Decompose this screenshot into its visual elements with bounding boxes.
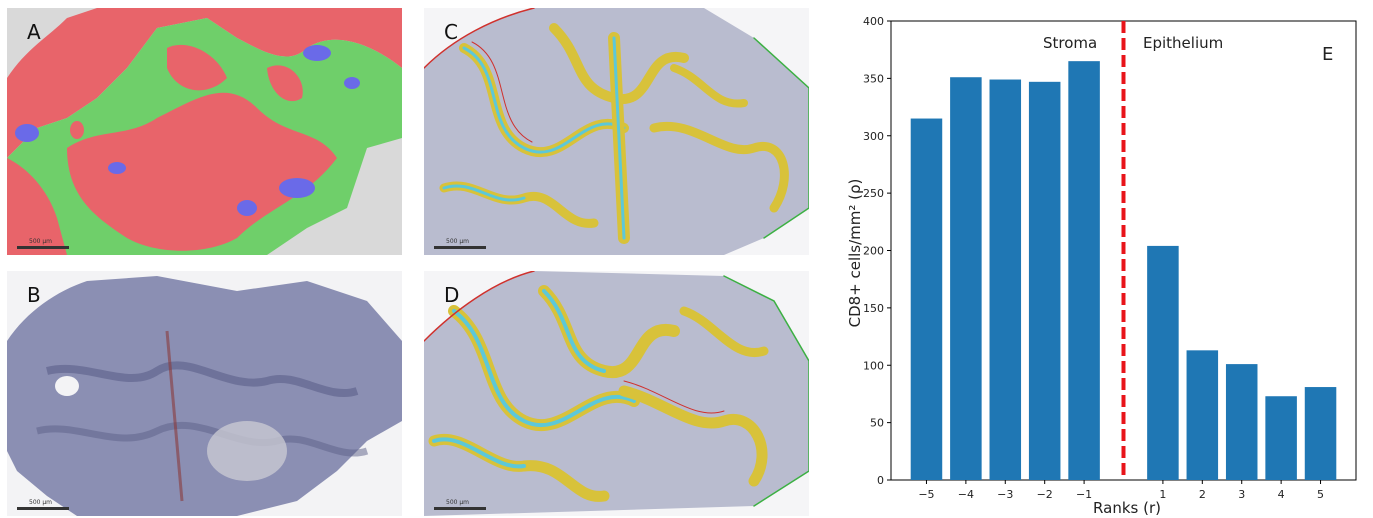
panel-d-scale-text: 500 µm: [446, 499, 470, 506]
panel-c-scale-text: 500 µm: [446, 238, 470, 245]
bar-rank--1: [1068, 61, 1100, 480]
y-tick-label: 350: [863, 72, 884, 85]
x-tick-label: −1: [1076, 488, 1092, 501]
y-tick-label: 300: [863, 130, 884, 143]
bar-rank-5: [1304, 387, 1337, 480]
rank-map-alt-image: [424, 271, 809, 516]
bar-rank-2: [1186, 350, 1219, 480]
bar-rank-1: [1147, 245, 1179, 480]
y-tick-label: 50: [870, 417, 884, 430]
x-tick-label: 1: [1159, 488, 1166, 501]
bar-rank--2: [1028, 81, 1061, 480]
panel-a-scale-text: 500 µm: [29, 238, 53, 245]
panel-b-scale-bar: [17, 507, 69, 510]
x-tick-label: −3: [997, 488, 1013, 501]
x-tick-label: 4: [1278, 488, 1285, 501]
x-tick-label: 5: [1317, 488, 1324, 501]
panel-d-rank-map: D 500 µm: [424, 271, 809, 516]
y-tick-labels: 0 50 100 150 200 250 300 350 400: [863, 15, 891, 487]
bar-rank--3: [989, 79, 1022, 481]
bar-rank--4: [950, 77, 982, 480]
x-tick-labels: −5 −4 −3 −2 −1 1 2 3 4 5: [918, 480, 1324, 501]
bar-rank-3: [1225, 364, 1258, 480]
stained-tissue-image: [7, 271, 402, 516]
panel-c-scale-bar: [434, 246, 486, 249]
panel-a-segmentation: A 500 µm: [7, 8, 402, 255]
panel-c-rank-map: C 500 µm: [424, 8, 809, 255]
y-tick-label: 100: [863, 359, 884, 372]
x-tick-label: −2: [1037, 488, 1053, 501]
panel-b-label: B: [27, 283, 41, 307]
bar-rank--5: [910, 118, 943, 480]
x-tick-label: −4: [958, 488, 974, 501]
panel-c-label: C: [444, 20, 458, 44]
x-tick-label: 2: [1199, 488, 1206, 501]
x-tick-label: −5: [918, 488, 934, 501]
panel-a-label: A: [27, 20, 41, 44]
rank-map-image: [424, 8, 809, 255]
y-tick-label: 250: [863, 187, 884, 200]
bar-rank-4: [1265, 396, 1297, 480]
panel-d-label: D: [444, 283, 460, 307]
x-tick-label: 3: [1238, 488, 1245, 501]
y-tick-label: 200: [863, 245, 884, 258]
cd8-density-bar-chart: −5 −4 −3 −2 −1 1 2 3 4 5 0 50 100 150 200 250 300 350 400…: [846, 15, 1357, 517]
y-tick-label: 0: [877, 474, 884, 487]
y-tick-label: 400: [863, 15, 884, 28]
x-axis-label: Ranks (r): [1093, 499, 1161, 517]
panel-e-label: E: [1322, 44, 1333, 65]
chart-bars: [910, 61, 1337, 481]
y-axis-label: CD8+ cells/mm² (ρ): [846, 179, 864, 328]
stroma-annotation: Stroma: [1043, 34, 1097, 52]
panel-d-scale-bar: [434, 507, 486, 510]
panel-b-scale-text: 500 µm: [29, 499, 53, 506]
epithelium-annotation: Epithelium: [1143, 34, 1223, 52]
segmentation-mask-image: [7, 8, 402, 255]
panel-b-stained-tissue: B 500 µm: [7, 271, 402, 516]
panel-a-scale-bar: [17, 246, 69, 249]
y-tick-label: 150: [863, 302, 884, 315]
